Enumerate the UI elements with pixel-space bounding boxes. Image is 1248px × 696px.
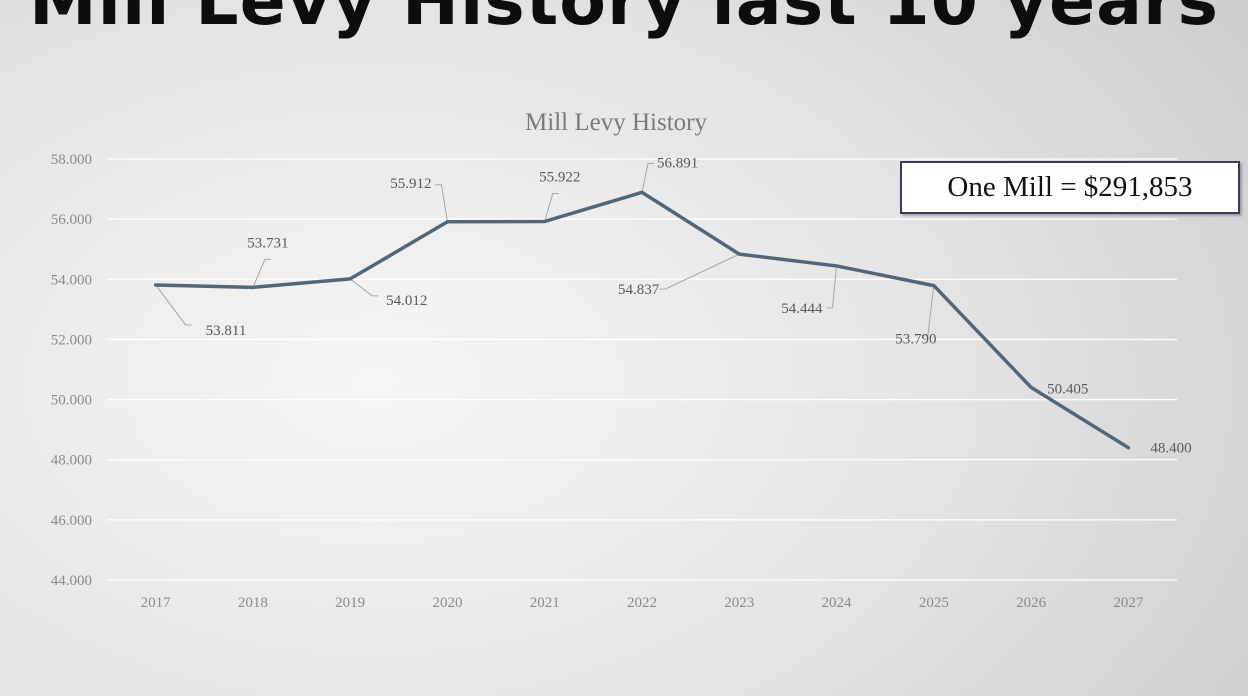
- y-tick-label: 50.000: [51, 393, 92, 409]
- x-tick-label: 2023: [724, 595, 754, 611]
- x-tick-label: 2017: [141, 595, 172, 611]
- series-line: [153, 190, 1131, 450]
- leader-line: [659, 253, 740, 290]
- leader-line: [641, 162, 654, 193]
- y-tick-label: 46.000: [51, 513, 92, 529]
- leader-line: [435, 184, 448, 222]
- leader-line: [544, 192, 559, 222]
- leader-line: [155, 284, 192, 326]
- data-label: 54.012: [386, 293, 427, 309]
- data-labels: 53.811 53.731 54.012 55.912 55.922 56.891 54.8…: [206, 155, 1192, 456]
- x-axis-ticks: 2017 2018 2019 2020 2021 2022 2023 2024 2025 2026…: [141, 595, 1144, 611]
- x-tick-label: 2019: [335, 595, 365, 611]
- data-label: 53.731: [247, 235, 288, 251]
- data-label: 53.790: [895, 332, 936, 348]
- x-tick-label: 2024: [822, 595, 853, 611]
- y-tick-label: 54.000: [51, 272, 92, 288]
- leader-line: [252, 258, 271, 288]
- data-label: 54.444: [781, 301, 823, 317]
- y-tick-label: 52.000: [51, 332, 92, 348]
- x-tick-label: 2022: [627, 595, 657, 611]
- y-axis-ticks: 44.000 46.000 48.000 50.000 52.000 54.000 56.0…: [51, 152, 92, 589]
- y-tick-label: 44.000: [51, 573, 92, 589]
- series-line-group: [153, 190, 1131, 450]
- data-label: 54.837: [618, 282, 660, 298]
- chart-title: Mill Levy History: [525, 109, 707, 136]
- x-tick-label: 2025: [919, 595, 949, 611]
- one-mill-callout: One Mill = $291,853: [900, 161, 1240, 214]
- leader-line: [921, 285, 935, 337]
- x-tick-label: 2018: [238, 595, 268, 611]
- x-tick-label: 2026: [1016, 595, 1047, 611]
- data-label: 55.922: [539, 169, 580, 185]
- y-tick-label: 56.000: [51, 212, 92, 228]
- y-tick-label: 58.000: [51, 152, 92, 168]
- data-label: 56.891: [657, 155, 698, 171]
- y-tick-label: 48.000: [51, 453, 92, 469]
- leader-line: [349, 278, 379, 297]
- gridlines: [107, 158, 1177, 581]
- slide-title: Mill Levy History last 10 years: [29, 0, 1219, 41]
- leader-line: [826, 265, 838, 309]
- data-label: 48.400: [1150, 441, 1191, 457]
- x-tick-label: 2021: [530, 595, 560, 611]
- data-label: 50.405: [1047, 381, 1088, 397]
- data-label: 53.811: [206, 323, 247, 339]
- data-label: 55.912: [390, 176, 431, 192]
- x-tick-label: 2027: [1113, 595, 1144, 611]
- data-label-leaders: [155, 162, 935, 337]
- x-tick-label: 2020: [432, 595, 462, 611]
